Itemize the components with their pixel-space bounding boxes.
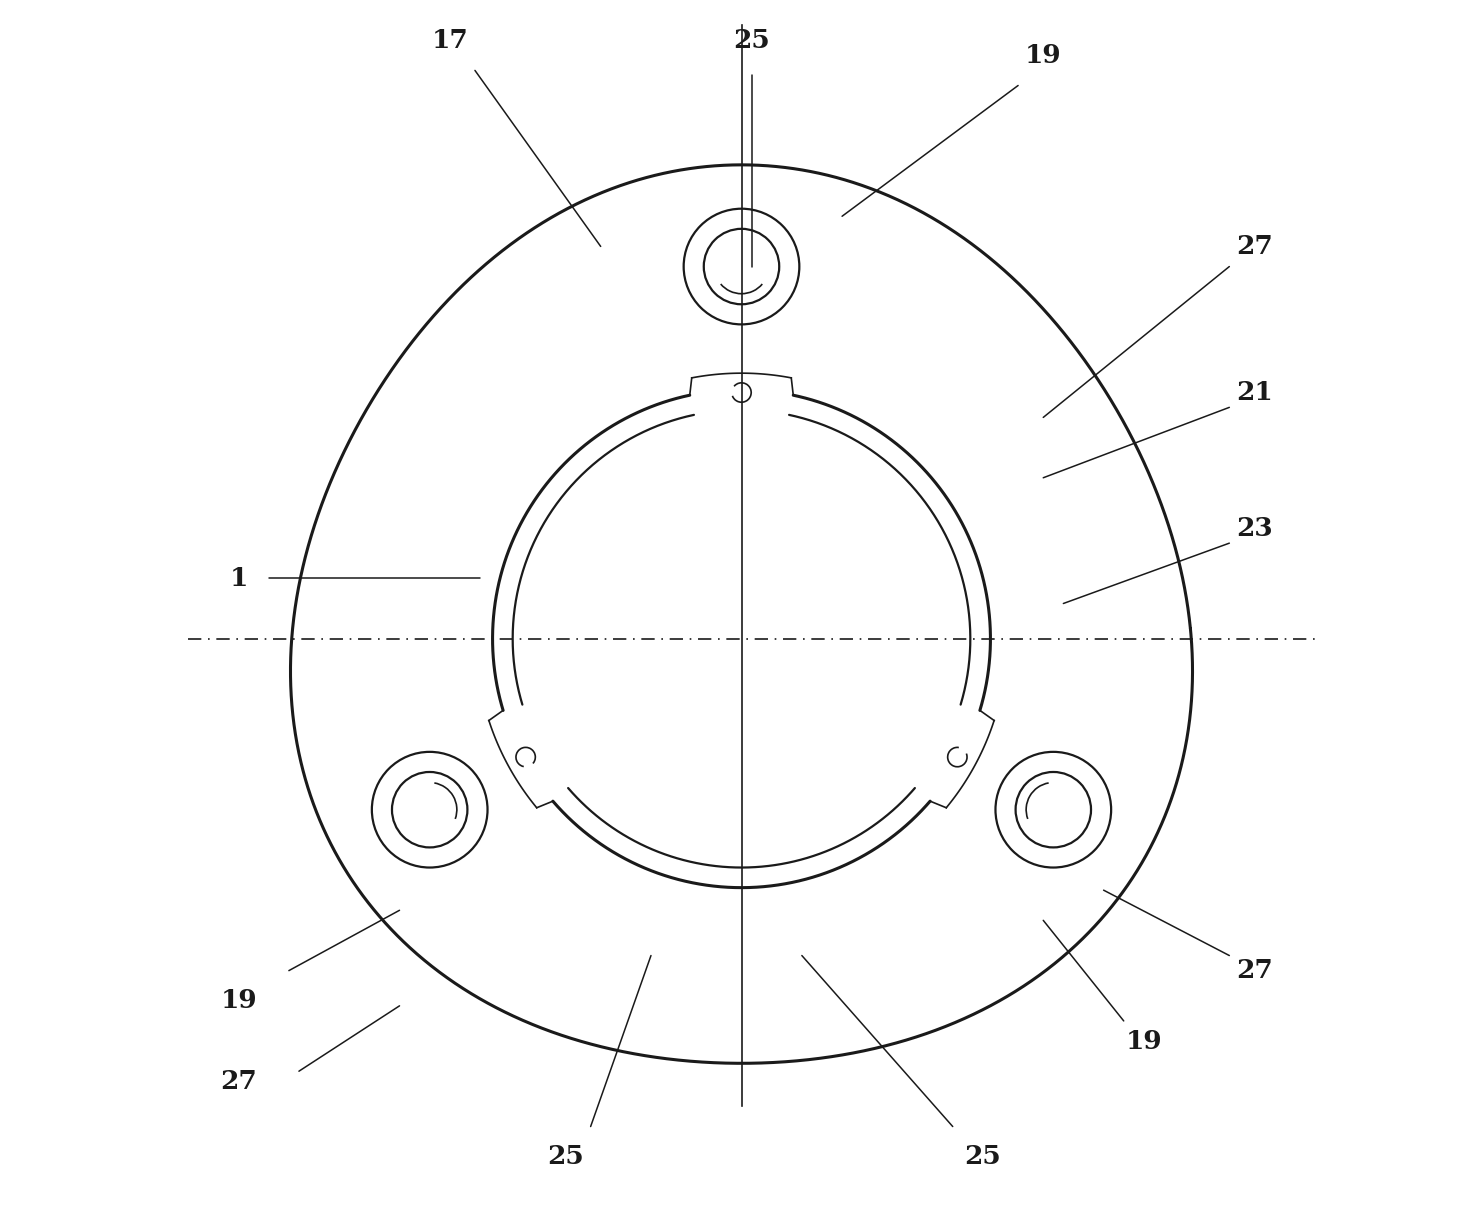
Text: 25: 25 [733,28,770,53]
Text: 1: 1 [230,566,248,591]
Text: 27: 27 [219,1068,257,1094]
Text: 25: 25 [547,1144,584,1170]
Text: 17: 17 [432,28,469,53]
Text: 21: 21 [1237,380,1272,404]
Text: 19: 19 [1025,42,1062,68]
Text: 23: 23 [1237,515,1272,541]
Text: 27: 27 [1237,958,1272,984]
Text: 19: 19 [1126,1028,1163,1054]
Text: 25: 25 [964,1144,1001,1170]
Text: 19: 19 [221,989,257,1014]
Text: 27: 27 [1237,234,1272,260]
